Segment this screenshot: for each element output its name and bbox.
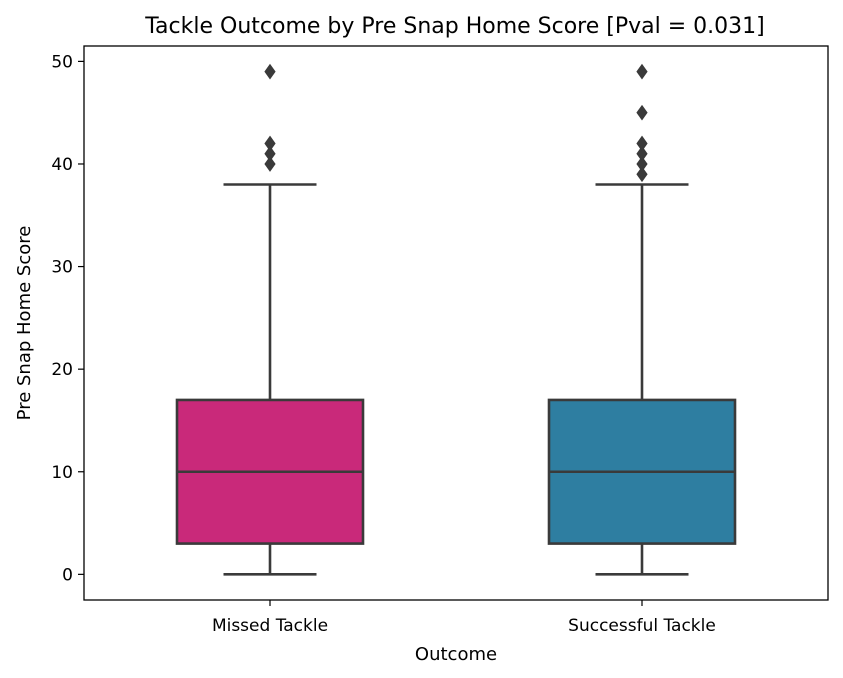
y-tick-label: 20: [51, 360, 73, 380]
outlier-point: [636, 135, 648, 152]
outlier-point: [636, 156, 648, 172]
x-tick-label: Successful Tackle: [568, 616, 716, 636]
y-axis: 0 10 20 30 40 50: [51, 52, 84, 585]
outlier-point: [636, 63, 648, 80]
y-tick-label: 40: [51, 155, 73, 175]
outlier-point: [264, 145, 276, 162]
y-tick-label: 30: [51, 258, 73, 278]
outlier-point: [264, 63, 276, 80]
box-group: [547, 63, 737, 576]
x-tick-label: Missed Tackle: [212, 616, 328, 636]
box-group: [175, 63, 365, 576]
boxes-layer: [175, 63, 737, 576]
chart-title: Tackle Outcome by Pre Snap Home Score [P…: [144, 14, 764, 39]
y-axis-label: Pre Snap Home Score: [14, 226, 35, 421]
x-axis-label: Outcome: [415, 644, 497, 665]
outlier-point: [264, 135, 276, 152]
plot-area-frame: [83, 45, 829, 601]
x-axis: Missed Tackle Successful Tackle: [212, 600, 716, 636]
outlier-point: [636, 104, 648, 121]
outlier-point: [636, 145, 648, 162]
outlier-point: [264, 156, 276, 172]
y-tick-label: 50: [51, 52, 73, 72]
y-tick-label: 0: [62, 565, 73, 585]
y-tick-label: 10: [51, 463, 73, 483]
outlier-point: [636, 166, 648, 183]
